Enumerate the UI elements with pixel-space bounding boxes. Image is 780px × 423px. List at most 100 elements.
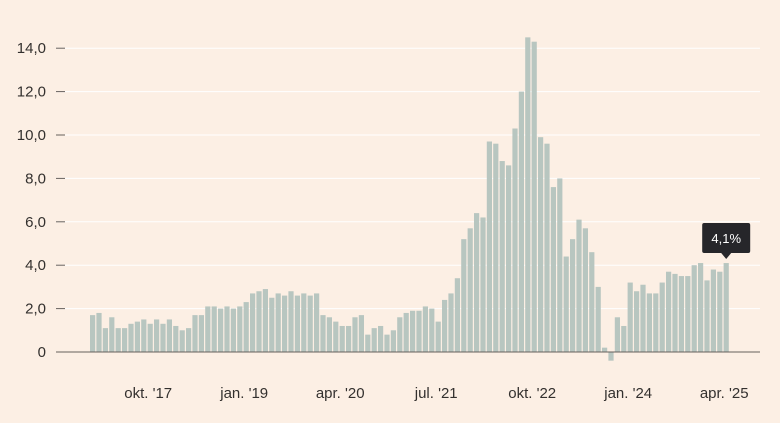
bar [250,293,256,352]
y-axis: 0 2,0 4,0 6,0 8,0 10,0 12,0 14,0 [17,40,65,361]
x-tick-label: apr. '25 [700,385,749,402]
bar [262,289,268,352]
x-axis: okt. '17 jan. '19 apr. '20 jul. '21 okt. '22… [124,385,748,402]
bar [147,323,153,352]
bar [269,297,275,352]
bar [243,302,249,352]
bar [102,328,108,352]
bar [608,352,614,361]
bar [704,280,710,352]
bar [141,319,147,352]
x-tick-label: apr. '20 [316,385,365,402]
bar [685,276,691,352]
x-tick-label: okt. '17 [124,385,172,402]
tooltip-box [702,223,751,254]
bar [691,265,697,352]
bar [326,317,332,352]
bar [160,323,166,352]
bar [282,295,288,352]
x-tick-label: jan. '19 [219,385,268,402]
x-tick-label: jan. '24 [603,385,652,402]
bar [237,306,243,352]
bar-series [90,37,729,361]
bar [205,306,211,352]
tooltip-label: 4,1% [711,231,741,246]
bar [154,319,160,352]
bar [512,128,518,352]
bar [365,334,371,352]
bar [294,295,300,352]
bar [307,295,313,352]
bar [653,293,659,352]
bar [480,217,486,352]
bar [646,293,652,352]
bar [358,315,364,352]
value-tooltip: 4,1% [702,223,751,260]
bar [301,293,307,352]
bar [518,91,524,352]
bar [486,141,492,352]
bar [614,317,620,352]
bar [224,306,230,352]
bar [173,325,179,352]
bar [678,276,684,352]
bar [416,310,422,352]
bar [384,334,390,352]
bar [576,219,582,352]
bar [493,143,499,352]
bar [96,312,102,352]
bar [339,325,345,352]
x-tick-label: okt. '22 [508,385,556,402]
bar [659,282,665,352]
bar [134,321,140,352]
bar [557,178,563,352]
bar [602,347,608,352]
y-tick-label: 14,0 [17,40,46,57]
bar [710,269,716,352]
bar [550,187,556,352]
bar [544,143,550,352]
bar [589,252,595,352]
bar [122,328,128,352]
bar [595,286,601,352]
bar [378,325,384,352]
bar [371,328,377,352]
x-tick-label: jul. '21 [414,385,458,402]
bar [448,293,454,352]
bar [128,323,134,352]
bar [403,312,409,352]
y-tick-label: 4,0 [25,257,46,274]
bar [634,291,640,352]
y-tick-label: 12,0 [17,84,46,101]
bar [621,325,627,352]
bar [627,282,633,352]
bar [563,256,569,352]
bar [275,293,281,352]
bar [506,165,512,352]
bar [538,137,544,352]
bar [320,315,326,352]
tooltip-arrow [721,253,732,260]
bar [672,273,678,352]
bar [461,239,467,352]
bar [717,271,723,352]
bar [218,308,224,352]
y-tick-label: 0 [38,344,46,361]
bar [230,308,236,352]
bar [570,239,576,352]
bar [442,299,448,352]
bar [666,271,672,352]
bar [474,213,480,352]
bar [109,317,115,352]
y-tick-label: 8,0 [25,170,46,187]
bar [422,306,428,352]
bar [179,330,185,352]
bar [90,315,96,352]
bar [314,293,320,352]
bar [499,161,505,352]
bar [582,228,588,352]
bar [467,228,473,352]
bar [429,308,435,352]
y-tick-label: 2,0 [25,301,46,318]
bar [115,328,121,352]
